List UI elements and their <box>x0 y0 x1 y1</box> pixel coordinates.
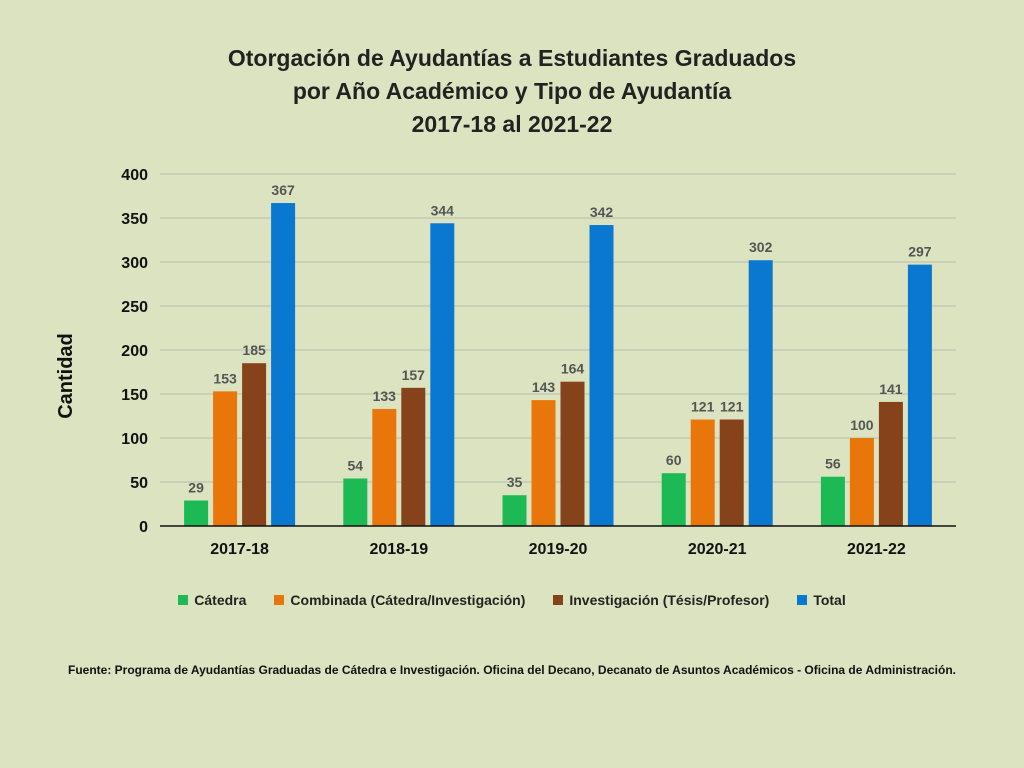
data-label: 157 <box>402 367 426 383</box>
y-tick-label: 350 <box>121 211 148 228</box>
chart-title-line-2: por Año Académico y Tipo de Ayudantía <box>292 78 732 104</box>
x-tick-label: 2018-19 <box>369 541 428 558</box>
y-tick-label: 200 <box>121 343 148 360</box>
y-tick-label: 50 <box>130 475 148 492</box>
y-tick-label: 150 <box>121 387 148 404</box>
chart-title: Otorgación de Ayudantías a Estudiantes G… <box>0 42 1024 141</box>
data-label: 60 <box>666 452 682 468</box>
bar <box>213 391 238 526</box>
data-label: 143 <box>532 379 556 395</box>
data-label: 164 <box>561 361 585 377</box>
x-tick-label: 2020-21 <box>688 541 747 558</box>
legend-item: Combinada (Cátedra/Investigación) <box>274 592 525 608</box>
chart-title-line-3: 2017-18 al 2021-22 <box>411 111 613 137</box>
data-label: 185 <box>242 342 266 358</box>
y-tick-label: 250 <box>121 299 148 316</box>
data-labels: 29 153 185 367 54 133 157 344 35 143 164 342 60 121 12… <box>188 182 931 495</box>
bar <box>589 225 614 527</box>
bar <box>748 260 773 526</box>
data-label: 133 <box>373 388 397 404</box>
y-tick-label: 0 <box>139 519 148 536</box>
bar <box>719 419 744 526</box>
data-label: 35 <box>507 474 523 490</box>
legend-swatch <box>553 595 564 605</box>
bar <box>242 363 267 526</box>
data-label: 121 <box>720 399 744 415</box>
bar <box>907 264 932 526</box>
bar <box>502 495 527 526</box>
legend-swatch <box>178 595 189 605</box>
bar <box>531 400 556 526</box>
y-tick-label: 100 <box>121 431 148 448</box>
x-tick-label: 2017-18 <box>210 541 269 558</box>
legend-label: Cátedra <box>194 592 247 608</box>
bar <box>849 438 874 526</box>
data-label: 54 <box>348 457 364 473</box>
legend-item: Cátedra <box>178 592 246 608</box>
chart-title-line-1: Otorgación de Ayudantías a Estudiantes G… <box>227 45 797 71</box>
y-axis-label: Cantidad <box>55 333 77 419</box>
legend: Cátedra Combinada (Cátedra/Investigación)… <box>0 592 1024 608</box>
bar <box>820 476 845 526</box>
data-label: 302 <box>749 239 773 255</box>
data-label: 29 <box>188 479 204 495</box>
x-tick-label: 2019-20 <box>529 541 588 558</box>
y-tick-label: 400 <box>121 167 148 184</box>
data-label: 297 <box>908 244 932 260</box>
bar <box>271 203 296 527</box>
x-tick-label: 2021-22 <box>847 541 906 558</box>
legend-label: Total <box>813 592 846 608</box>
legend-item: Investigación (Tésis/Profesor) <box>553 592 769 608</box>
bar <box>343 478 368 526</box>
y-axis-ticks: 0 50 100 150 200 250 300 350 400 <box>121 167 148 536</box>
data-label: 141 <box>879 381 903 397</box>
data-label: 342 <box>590 204 614 220</box>
bar <box>430 223 455 526</box>
legend-swatch <box>274 595 285 605</box>
bar <box>372 408 397 526</box>
bars <box>184 203 932 527</box>
data-label: 121 <box>691 399 715 415</box>
bar-chart: 0 50 100 150 200 250 300 350 400 29 153 185 367 54 13… <box>55 167 956 558</box>
bar <box>401 387 426 526</box>
bar <box>690 419 715 526</box>
bar <box>878 401 903 526</box>
legend-item: Total <box>797 592 846 608</box>
legend-swatch <box>797 595 808 605</box>
bar <box>661 473 686 526</box>
bar <box>560 381 585 526</box>
x-axis-ticks: 2017-18 2018-19 2019-20 2020-21 2021-22 <box>210 541 906 558</box>
source-note: Fuente: Programa de Ayudantías Graduadas… <box>68 663 956 677</box>
data-label: 367 <box>271 182 295 198</box>
data-label: 344 <box>431 202 455 218</box>
y-tick-label: 300 <box>121 255 148 272</box>
data-label: 153 <box>213 370 237 386</box>
data-label: 100 <box>850 417 874 433</box>
legend-label: Investigación (Tésis/Profesor) <box>569 592 770 608</box>
bar <box>184 500 209 526</box>
data-label: 56 <box>825 456 841 472</box>
legend-label: Combinada (Cátedra/Investigación) <box>290 592 526 608</box>
